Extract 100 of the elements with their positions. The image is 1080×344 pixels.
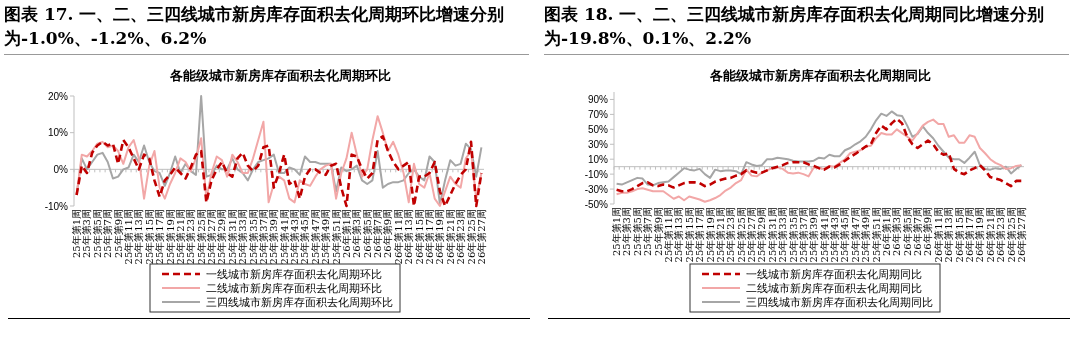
x-tick-label: 25年第1周 xyxy=(71,209,83,259)
x-tick-label: 26年第15周 xyxy=(953,207,965,263)
x-tick-label: 26年第5周 xyxy=(901,207,913,257)
y-tick-label: 50% xyxy=(587,123,609,135)
chart-subtitle: 各能级城市新房库存面积去化周期同比 xyxy=(708,68,931,83)
x-tick-label: 25年第39周 xyxy=(268,209,280,265)
x-tick-label: 25年第27周 xyxy=(746,207,758,263)
x-tick-label: 25年第43周 xyxy=(289,209,301,265)
x-tick-label: 25年第3周 xyxy=(621,207,633,257)
y-tick-label: -10% xyxy=(584,168,609,180)
x-tick-label: 25年第15周 xyxy=(143,209,155,265)
x-tick-label: 26年第3周 xyxy=(891,207,903,257)
x-tick-label: 26年第9周 xyxy=(382,209,394,259)
x-tick-label: 25年第21周 xyxy=(174,209,186,265)
chart-title: 图表 17. 一、二、三四线城市新房库存面积去化周期环比增速分别为-1.0%、-1.2%、6.2% xyxy=(4,2,529,55)
legend-label: 二线城市新房库存面积去化周期同比 xyxy=(746,282,922,295)
x-tick-label: 25年第9周 xyxy=(112,209,124,259)
x-tick-label: 25年第11周 xyxy=(122,209,134,265)
x-tick-label: 26年第3周 xyxy=(351,209,363,259)
chart-subtitle: 各能级城市新房库存面积去化周期环比 xyxy=(168,68,391,83)
x-tick-label: 26年第19周 xyxy=(974,207,986,263)
x-tick-label: 26年第27周 xyxy=(1015,207,1027,263)
y-tick-label: -50% xyxy=(584,198,609,210)
x-tick-label: 25年第27周 xyxy=(206,209,218,265)
x-tick-label: 26年第17周 xyxy=(964,207,976,263)
x-tick-label: 26年第23周 xyxy=(455,209,467,265)
x-tick-label: 25年第19周 xyxy=(704,207,716,263)
x-tick-label: 25年第7周 xyxy=(102,209,114,259)
x-tick-label: 25年第47周 xyxy=(309,209,321,265)
y-tick-label: 10% xyxy=(47,127,69,139)
x-tick-label: 25年第37周 xyxy=(797,207,809,263)
x-tick-label: 26年第23周 xyxy=(995,207,1007,263)
x-tick-label: 26年第1周 xyxy=(880,207,892,257)
y-tick-label: -10% xyxy=(44,200,69,212)
x-tick-label: 26年第19周 xyxy=(434,209,446,265)
x-tick-label: 25年第21周 xyxy=(714,207,726,263)
x-tick-label: 25年第7周 xyxy=(642,207,654,257)
x-tick-label: 26年第5周 xyxy=(361,209,373,259)
x-tick-label: 25年第45周 xyxy=(299,209,311,265)
x-tick-label: 26年第21周 xyxy=(984,207,996,263)
x-tick-label: 25年第33周 xyxy=(777,207,789,263)
x-tick-label: 25年第29周 xyxy=(756,207,768,263)
x-tick-label: 26年第17周 xyxy=(424,209,436,265)
x-tick-label: 26年第7周 xyxy=(912,207,924,257)
x-tick-label: 26年第25周 xyxy=(465,209,477,265)
legend-label: 三四线城市新房库存面积去化周期同比 xyxy=(746,296,933,309)
chart-title: 图表 18. 一、二、三四线城市新房库存面积去化周期同比增速分别为-19.8%、0.1%、2.2% xyxy=(544,2,1069,55)
x-tick-label: 26年第7周 xyxy=(372,209,384,259)
x-tick-label: 25年第31周 xyxy=(226,209,238,265)
y-tick-label: 70% xyxy=(587,108,609,120)
y-tick-label: 90% xyxy=(587,93,609,105)
x-tick-label: 25年第43周 xyxy=(829,207,841,263)
legend-label: 二线城市新房库存面积去化周期环比 xyxy=(206,282,382,295)
y-tick-label: 20% xyxy=(47,90,69,102)
x-tick-label: 26年第15周 xyxy=(413,209,425,265)
x-tick-label: 26年第11周 xyxy=(392,209,404,265)
x-tick-label: 25年第49周 xyxy=(320,209,332,265)
legend-label: 三四线城市新房库存面积去化周期环比 xyxy=(206,296,393,309)
x-tick-label: 25年第51周 xyxy=(330,209,342,265)
x-tick-label: 25年第35周 xyxy=(247,209,259,265)
x-tick-label: 26年第13周 xyxy=(403,209,415,265)
y-tick-label: -30% xyxy=(584,183,609,195)
x-tick-label: 25年第37周 xyxy=(257,209,269,265)
x-tick-label: 25年第45周 xyxy=(839,207,851,263)
x-tick-label: 25年第47周 xyxy=(849,207,861,263)
x-tick-label: 25年第41周 xyxy=(278,209,290,265)
y-tick-label: 30% xyxy=(587,138,609,150)
x-tick-label: 25年第1周 xyxy=(611,207,623,257)
x-tick-label: 25年第35周 xyxy=(787,207,799,263)
x-tick-label: 25年第31周 xyxy=(766,207,778,263)
x-tick-label: 25年第25周 xyxy=(195,209,207,265)
legend-label: 一线城市新房库存面积去化周期环比 xyxy=(206,268,382,281)
x-tick-label: 26年第1周 xyxy=(340,209,352,259)
x-tick-label: 25年第15周 xyxy=(683,207,695,263)
x-tick-label: 25年第17周 xyxy=(694,207,706,263)
x-tick-label: 25年第11周 xyxy=(662,207,674,263)
x-tick-label: 25年第41周 xyxy=(818,207,830,263)
x-tick-label: 26年第25周 xyxy=(1005,207,1017,263)
x-tick-label: 26年第21周 xyxy=(444,209,456,265)
x-tick-label: 25年第23周 xyxy=(185,209,197,265)
legend-label: 一线城市新房库存面积去化周期同比 xyxy=(746,268,922,281)
x-tick-label: 25年第23周 xyxy=(725,207,737,263)
x-tick-label: 26年第9周 xyxy=(922,207,934,257)
x-tick-label: 25年第5周 xyxy=(91,209,103,259)
x-tick-label: 25年第13周 xyxy=(673,207,685,263)
x-tick-label: 25年第51周 xyxy=(870,207,882,263)
x-tick-label: 25年第49周 xyxy=(860,207,872,263)
x-tick-label: 26年第11周 xyxy=(932,207,944,263)
x-tick-label: 25年第33周 xyxy=(237,209,249,265)
x-tick-label: 25年第19周 xyxy=(164,209,176,265)
x-tick-label: 26年第27周 xyxy=(475,209,487,265)
x-tick-label: 26年第13周 xyxy=(943,207,955,263)
x-tick-label: 25年第39周 xyxy=(808,207,820,263)
x-tick-label: 25年第25周 xyxy=(735,207,747,263)
x-tick-label: 25年第9周 xyxy=(652,207,664,257)
x-tick-label: 25年第5周 xyxy=(631,207,643,257)
x-tick-label: 25年第17周 xyxy=(154,209,166,265)
x-tick-label: 25年第13周 xyxy=(133,209,145,265)
y-tick-label: 0% xyxy=(53,163,69,175)
y-tick-label: 10% xyxy=(587,153,609,165)
